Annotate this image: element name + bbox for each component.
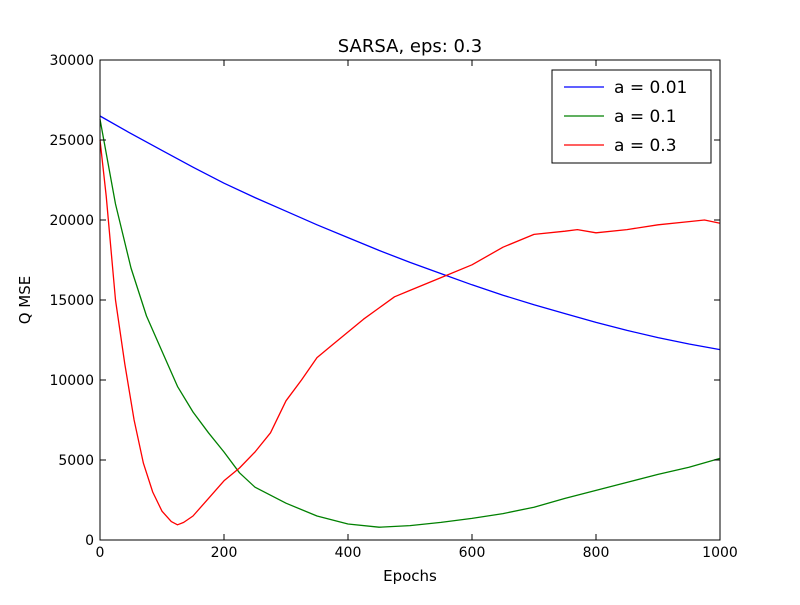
series-line-1: [99, 119, 721, 528]
legend-label-2: a = 0.3: [614, 136, 677, 156]
chart-title: SARSA, eps: 0.3: [338, 36, 482, 57]
legend: a = 0.01 a = 0.1 a = 0.3: [551, 69, 712, 164]
series-line-2: [99, 139, 721, 526]
y-tick-label: 25000: [49, 133, 94, 149]
x-tick-label: 400: [335, 545, 362, 561]
y-tick-label: 0: [85, 533, 94, 549]
x-tick-label: 200: [211, 545, 238, 561]
legend-items: a = 0.01 a = 0.1 a = 0.3: [564, 78, 687, 156]
y-tick-label: 5000: [58, 453, 94, 469]
y-tick-label: 20000: [49, 213, 94, 229]
y-tick-label: 10000: [49, 373, 94, 389]
legend-label-1: a = 0.1: [614, 107, 677, 127]
series-line-0: [99, 115, 721, 351]
x-tick-label: 1000: [702, 545, 738, 561]
series-layer: [99, 115, 721, 528]
legend-label-0: a = 0.01: [614, 78, 687, 98]
y-axis-ticks: 0 5000 10000 15000 20000 25000 30000: [49, 53, 720, 549]
x-tick-label: 0: [96, 545, 105, 561]
y-tick-label: 30000: [49, 53, 94, 69]
x-tick-label: 800: [583, 545, 610, 561]
x-tick-label: 600: [459, 545, 486, 561]
y-axis-label: Q MSE: [16, 276, 34, 325]
y-tick-label: 15000: [49, 293, 94, 309]
x-axis-ticks: 0 200 400 600 800 1000: [96, 60, 738, 561]
x-axis-label: Epochs: [383, 567, 437, 585]
